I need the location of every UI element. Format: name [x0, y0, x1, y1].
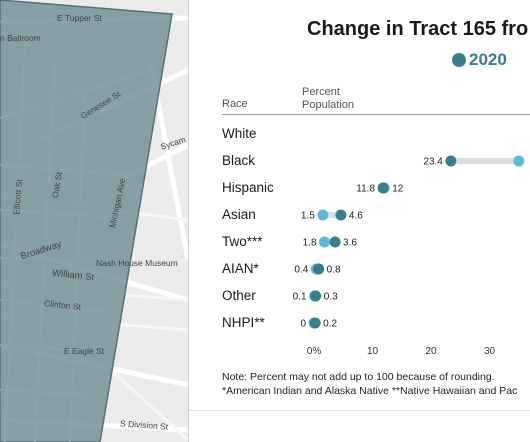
note-abbreviations: *American Indian and Alaska Native **Nat… [222, 385, 518, 397]
dot-dark [377, 182, 389, 194]
tract-165-shape [0, 0, 173, 442]
x-tick-label: 10 [367, 346, 379, 357]
value-label-light: 1.5 [301, 211, 315, 222]
value-label-dark: 4.6 [349, 211, 363, 222]
legend: 2020 [452, 50, 507, 70]
chart-panel: Change in Tract 165 fro 2020 Race Percen… [189, 0, 530, 442]
value-label-dark: 23.4 [423, 157, 443, 168]
header-race: Race [222, 98, 248, 110]
value-label-dark: 0.2 [323, 319, 337, 330]
header-divider [222, 114, 530, 115]
header-population: Population [302, 99, 354, 111]
race-label: Two*** [222, 234, 263, 249]
value-label-light: 1.8 [303, 238, 317, 249]
race-label: Hispanic [222, 180, 274, 195]
value-label-dark: 0.3 [324, 292, 338, 303]
dot-dark [445, 155, 457, 167]
map-label-ballroom: n Ballroom [0, 33, 41, 43]
dot-light [317, 209, 329, 221]
map-label-eagle: E Eagle St [64, 346, 105, 356]
panel-bottom-divider [189, 410, 530, 411]
race-label: Asian [222, 207, 256, 222]
value-label-light: 0.4 [294, 265, 308, 276]
x-tick-label: 0% [307, 346, 322, 357]
map-label-e-tupper: E Tupper St [57, 13, 102, 23]
dot-chart: 23.4 11.8 12 4.6 1.5 3.6 1.8 0.8 0.4 0.3 0.1 0.2 0 0%… [293, 155, 525, 357]
value-label-light: 0.1 [293, 292, 307, 303]
race-label: Black [222, 153, 256, 168]
value-label-light: 12 [392, 184, 404, 195]
value-label-light: 0 [300, 319, 306, 330]
value-label-dark: 0.8 [327, 265, 341, 276]
dot-dark [309, 317, 321, 329]
note-rounding: Note: Percent may not add up to 100 beca… [222, 371, 495, 383]
header-percent: Percent [302, 86, 340, 98]
value-label-dark: 11.8 [356, 184, 375, 195]
dot-dark [335, 209, 347, 221]
chart-title: Change in Tract 165 fro [307, 18, 529, 40]
race-label: White [222, 126, 257, 141]
race-label: AIAN* [222, 261, 259, 276]
map-canvas[interactable] [0, 0, 188, 442]
legend-label-2020: 2020 [469, 50, 507, 69]
dot-light [319, 236, 331, 248]
dot-light [513, 155, 525, 167]
map-view[interactable]: E Tupper St n Ballroom Genesee St Sycam … [0, 0, 189, 442]
dot-dark [329, 236, 341, 248]
x-tick-label: 20 [425, 346, 437, 357]
map-label-nash-house: Nash House Museum [96, 258, 178, 268]
dot-dark [310, 290, 322, 302]
legend-dot-2020 [452, 53, 466, 67]
dot-dark [313, 263, 325, 275]
value-label-dark: 3.6 [343, 238, 357, 249]
x-tick-label: 30 [484, 346, 496, 357]
race-label: Other [222, 288, 256, 303]
race-label: NHPI** [222, 315, 265, 330]
